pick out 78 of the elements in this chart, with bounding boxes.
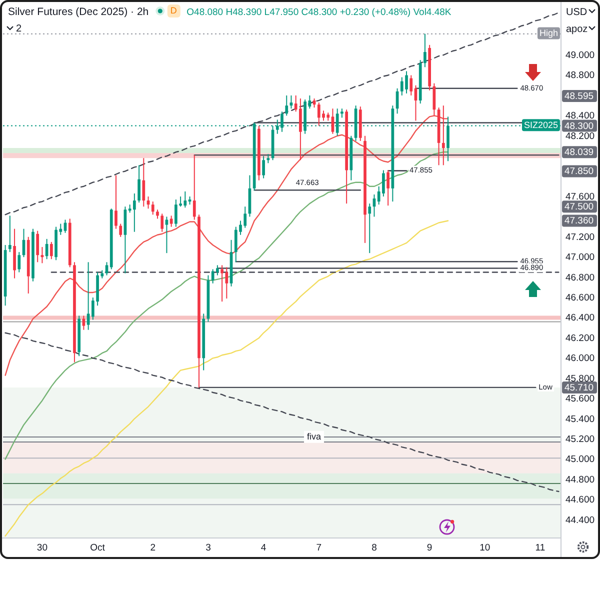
candlestick [119, 223, 122, 238]
y-tick-label: 49.000 [565, 50, 595, 61]
annotation: 47.360 [564, 215, 594, 226]
y-axis-title: USD [566, 7, 588, 18]
annotation: 48.300 [564, 120, 594, 132]
y-tick-label: 45.200 [565, 434, 595, 444]
candlestick [285, 94, 288, 116]
y-tick-label: 47.000 [565, 252, 595, 263]
candlestick [340, 108, 344, 118]
candlestick [50, 241, 53, 260]
x-tick-label: 4 [260, 542, 266, 554]
candlestick [170, 215, 173, 228]
candlestick [192, 154, 196, 220]
candlestick [151, 201, 154, 216]
y-tick-label: 47.600 [565, 191, 595, 202]
x-tick-label: 10 [480, 542, 490, 554]
candlestick [165, 216, 168, 254]
y-tick-label: 46.800 [565, 272, 595, 283]
ref-line-label: High [539, 28, 558, 38]
candlestick [410, 74, 413, 96]
annotation: 2 [16, 24, 22, 34]
candlestick [18, 252, 21, 273]
candlestick [442, 105, 445, 166]
y-tick-label: 45.000 [565, 454, 595, 465]
candlestick [138, 164, 140, 204]
candlestick [36, 230, 40, 263]
line-series [4, 151, 449, 460]
y-tick-label: 48.200 [565, 130, 595, 142]
y-tick-label: 44.800 [565, 474, 595, 485]
candlestick [142, 158, 146, 208]
y-tick-label: 46.400 [565, 312, 595, 324]
candlestick [133, 192, 136, 232]
annotation: 48.039 [564, 146, 594, 158]
candlestick [156, 209, 159, 220]
x-tick-label: 8 [372, 542, 377, 554]
y-tick-label: 44.400 [565, 514, 595, 526]
candlestick [160, 213, 164, 232]
annotation: fiva [306, 432, 322, 442]
candlestick [262, 156, 265, 179]
y-tick-label: 48.400 [565, 110, 595, 122]
x-tick-label: 2 [150, 542, 156, 554]
chart-title: Silver Futures (Dec 2025) · 2h [8, 6, 149, 18]
annotation: 47.850 [564, 166, 594, 177]
candlestick [386, 170, 390, 206]
annotation: D [170, 6, 178, 16]
x-tick-label: 3 [206, 542, 211, 554]
y-tick-label: 46.000 [565, 352, 595, 364]
candlestick [86, 262, 90, 330]
y-tick-label: 46.600 [565, 292, 595, 304]
x-tick-label: 11 [535, 542, 546, 554]
line-series [4, 332, 560, 492]
x-tick-label: Oct [90, 542, 106, 554]
x-tick-label: 9 [426, 542, 432, 554]
candlestick [105, 262, 108, 276]
x-tick-label: 7 [316, 542, 322, 554]
line-series [4, 220, 449, 537]
candlestick [424, 33, 426, 68]
line-series [4, 115, 449, 376]
annotation: 47.500 [564, 201, 594, 212]
candlestick [8, 215, 12, 253]
y-tick-label: 46.200 [565, 332, 595, 344]
candlestick [82, 315, 86, 330]
y-tick-label: 45.800 [565, 372, 595, 384]
ref-line-label: SIZ2025 [524, 120, 558, 130]
text: apoz [566, 24, 588, 35]
x-tick-label: 30 [36, 542, 48, 554]
annotation: 45.710 [564, 382, 594, 393]
annotation: 48.595 [564, 90, 594, 102]
candlestick [331, 108, 334, 134]
y-tick-label: 47.200 [565, 231, 595, 242]
y-tick-label: 44.600 [565, 494, 595, 506]
y-tick-label: 45.400 [565, 413, 595, 424]
chart-subtitle: O48.080 H48.390 L47.950 C48.300 +0.230 (+0.48%) Vol4.48K [186, 7, 452, 18]
y-tick-label: 45.600 [565, 393, 595, 404]
candlestick [266, 154, 270, 164]
candlestick [368, 203, 372, 254]
y-tick-label: 48.800 [565, 70, 595, 81]
candlestick [114, 174, 118, 230]
